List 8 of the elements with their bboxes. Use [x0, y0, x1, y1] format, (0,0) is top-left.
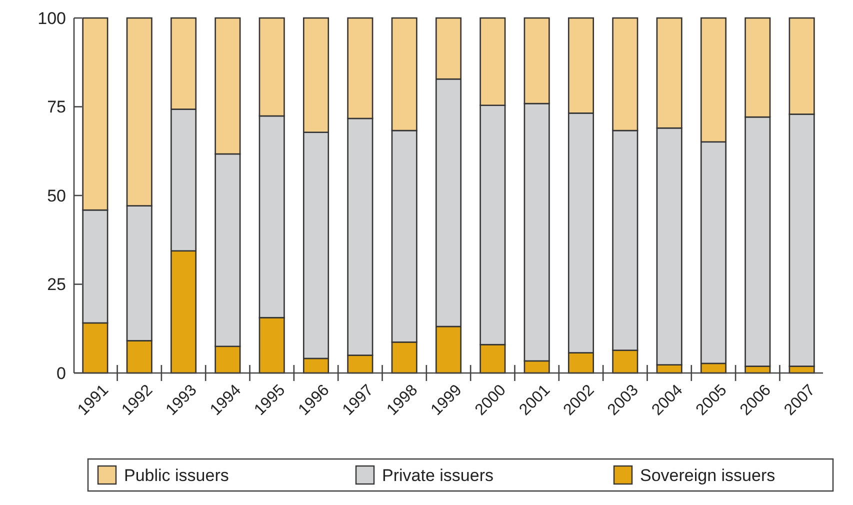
y-tick-label: 0 — [56, 364, 66, 383]
y-tick-label: 100 — [38, 8, 66, 28]
legend-label: Private issuers — [382, 466, 494, 485]
legend-label: Public issuers — [124, 466, 229, 485]
y-tick-label: 75 — [47, 98, 66, 117]
legend-label: Sovereign issuers — [640, 466, 776, 485]
y-tick-label: 50 — [47, 186, 66, 206]
y-tick-label: 25 — [47, 275, 66, 294]
